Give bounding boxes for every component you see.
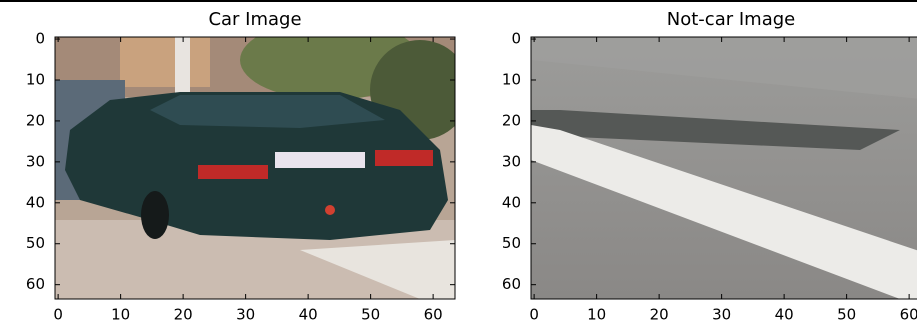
x-tick-label: 10 bbox=[111, 306, 130, 324]
y-tick-label: 40 bbox=[26, 193, 45, 211]
not-car-image bbox=[531, 37, 917, 299]
x-tick-label: 10 bbox=[587, 306, 606, 324]
y-tick-label: 40 bbox=[502, 193, 521, 211]
y-tick-label: 20 bbox=[26, 111, 45, 129]
y-tick-label: 30 bbox=[26, 152, 45, 170]
y-tick-label: 60 bbox=[26, 275, 45, 293]
y-tick-label: 60 bbox=[502, 275, 521, 293]
figure: Car Image 0 10 20 30 40 50 60 0 10 20 30 40 50 60 Not-c… bbox=[0, 0, 917, 327]
x-tick-label: 60 bbox=[424, 306, 443, 324]
x-tick-label: 0 bbox=[529, 306, 539, 324]
x-tick-label: 50 bbox=[361, 306, 380, 324]
x-tick-label: 20 bbox=[174, 306, 193, 324]
y-tick-label: 10 bbox=[26, 70, 45, 88]
x-tick-label: 40 bbox=[299, 306, 318, 324]
axes-title: Not-car Image bbox=[667, 9, 795, 30]
y-tick-label: 0 bbox=[35, 30, 45, 48]
y-tick-label: 0 bbox=[511, 30, 521, 48]
y-tick-label: 20 bbox=[502, 111, 521, 129]
car-image bbox=[55, 20, 470, 299]
x-tick-label: 40 bbox=[775, 306, 794, 324]
x-tick-label: 50 bbox=[837, 306, 856, 324]
x-tick-label: 30 bbox=[236, 306, 255, 324]
x-tick-label: 0 bbox=[53, 306, 63, 324]
y-tick-label: 10 bbox=[502, 70, 521, 88]
x-tick-label: 20 bbox=[650, 306, 669, 324]
y-tick-label: 50 bbox=[26, 234, 45, 252]
y-tick-label: 30 bbox=[502, 152, 521, 170]
x-tick-label: 60 bbox=[900, 306, 917, 324]
y-tick-label: 50 bbox=[502, 234, 521, 252]
axes-title: Car Image bbox=[208, 9, 301, 30]
x-tick-label: 30 bbox=[712, 306, 731, 324]
